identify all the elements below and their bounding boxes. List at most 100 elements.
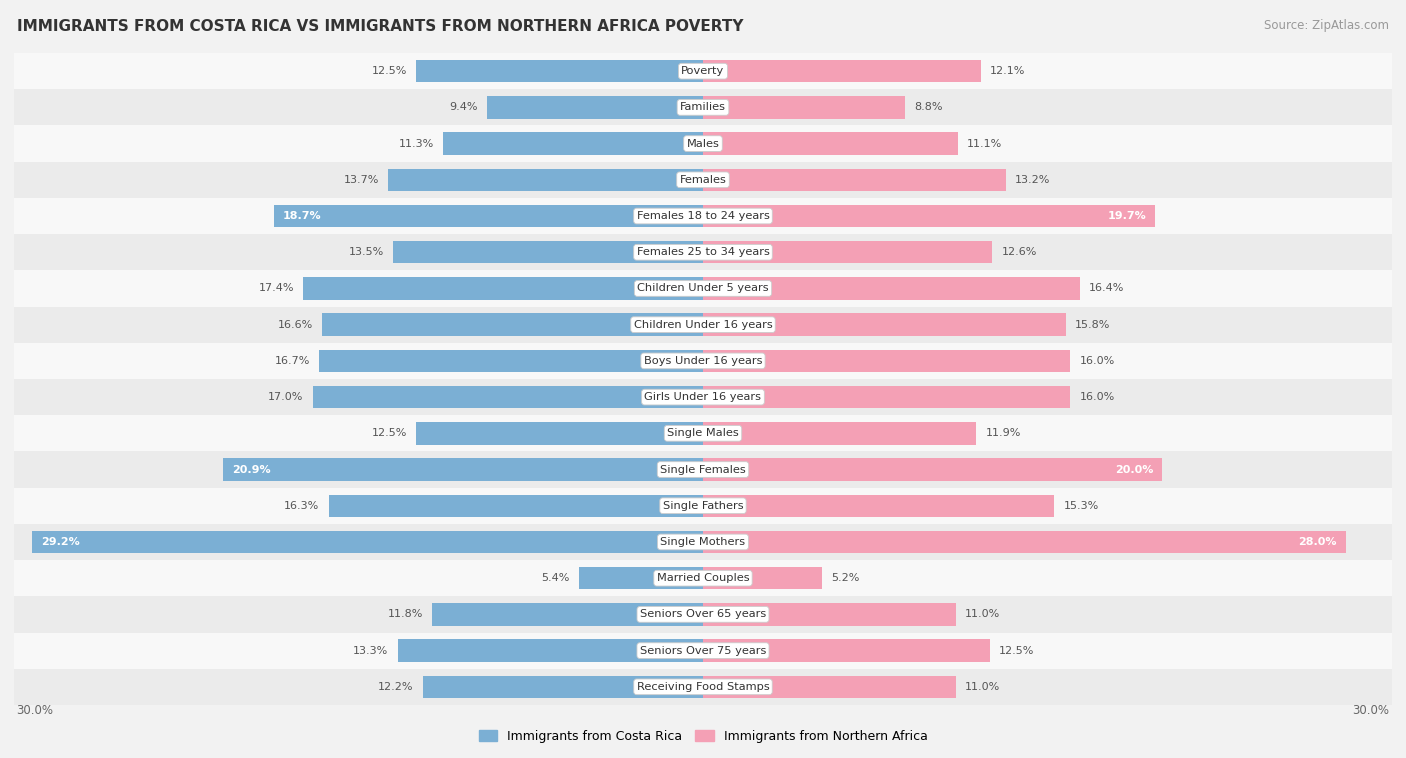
Text: 5.2%: 5.2% [831,573,860,583]
Text: Children Under 16 years: Children Under 16 years [634,320,772,330]
Bar [703,675,956,698]
Bar [319,349,703,372]
FancyBboxPatch shape [14,597,1392,632]
Bar [388,168,703,191]
Text: 16.7%: 16.7% [276,356,311,366]
FancyBboxPatch shape [14,632,1392,669]
Text: Seniors Over 65 years: Seniors Over 65 years [640,609,766,619]
Text: Females 25 to 34 years: Females 25 to 34 years [637,247,769,257]
Bar [322,314,703,336]
Text: 16.4%: 16.4% [1088,283,1125,293]
Text: Boys Under 16 years: Boys Under 16 years [644,356,762,366]
Bar [392,241,703,264]
Bar [703,603,956,625]
Text: Single Mothers: Single Mothers [661,537,745,547]
Bar [703,133,957,155]
Text: 15.8%: 15.8% [1076,320,1111,330]
Text: 12.6%: 12.6% [1001,247,1036,257]
Bar [312,386,703,409]
Bar [32,531,703,553]
Text: 13.5%: 13.5% [349,247,384,257]
Text: 16.6%: 16.6% [277,320,312,330]
Bar [703,422,976,444]
Text: 15.3%: 15.3% [1063,501,1099,511]
Text: 5.4%: 5.4% [541,573,569,583]
Text: 29.2%: 29.2% [42,537,80,547]
Text: 11.0%: 11.0% [965,682,1000,692]
FancyBboxPatch shape [14,669,1392,705]
Bar [224,459,703,481]
Text: Single Females: Single Females [661,465,745,475]
Text: Females: Females [679,175,727,185]
FancyBboxPatch shape [14,198,1392,234]
Bar [703,567,823,590]
Text: 11.1%: 11.1% [967,139,1002,149]
Text: 12.1%: 12.1% [990,66,1025,76]
Bar [432,603,703,625]
Text: Females 18 to 24 years: Females 18 to 24 years [637,211,769,221]
Text: Children Under 5 years: Children Under 5 years [637,283,769,293]
Text: 9.4%: 9.4% [450,102,478,112]
Text: 11.3%: 11.3% [399,139,434,149]
Text: 20.9%: 20.9% [232,465,271,475]
Bar [703,96,905,118]
Text: 8.8%: 8.8% [914,102,943,112]
Bar [443,133,703,155]
Bar [703,168,1007,191]
FancyBboxPatch shape [14,234,1392,271]
Bar [304,277,703,299]
Text: 16.0%: 16.0% [1080,392,1115,402]
Text: Poverty: Poverty [682,66,724,76]
FancyBboxPatch shape [14,306,1392,343]
Bar [703,459,1163,481]
Text: 12.5%: 12.5% [371,428,406,438]
Text: 13.3%: 13.3% [353,646,388,656]
Text: Seniors Over 75 years: Seniors Over 75 years [640,646,766,656]
Text: Males: Males [686,139,720,149]
Bar [486,96,703,118]
Text: 20.0%: 20.0% [1115,465,1153,475]
Text: 17.4%: 17.4% [259,283,294,293]
Bar [703,60,981,83]
Bar [416,60,703,83]
FancyBboxPatch shape [14,524,1392,560]
Text: 28.0%: 28.0% [1298,537,1337,547]
Bar [423,675,703,698]
Bar [703,205,1156,227]
Text: 19.7%: 19.7% [1108,211,1146,221]
Text: Single Males: Single Males [666,428,740,438]
Text: Married Couples: Married Couples [657,573,749,583]
Text: 13.2%: 13.2% [1015,175,1050,185]
Legend: Immigrants from Costa Rica, Immigrants from Northern Africa: Immigrants from Costa Rica, Immigrants f… [474,725,932,747]
FancyBboxPatch shape [14,452,1392,487]
Bar [703,531,1346,553]
Text: IMMIGRANTS FROM COSTA RICA VS IMMIGRANTS FROM NORTHERN AFRICA POVERTY: IMMIGRANTS FROM COSTA RICA VS IMMIGRANTS… [17,19,744,34]
FancyBboxPatch shape [14,161,1392,198]
FancyBboxPatch shape [14,487,1392,524]
Text: Girls Under 16 years: Girls Under 16 years [644,392,762,402]
Bar [416,422,703,444]
Bar [703,241,993,264]
Bar [703,386,1070,409]
Text: Single Fathers: Single Fathers [662,501,744,511]
Text: 11.8%: 11.8% [388,609,423,619]
Bar [703,314,1066,336]
FancyBboxPatch shape [14,560,1392,597]
Bar [703,640,990,662]
Bar [579,567,703,590]
Bar [703,494,1054,517]
Text: 13.7%: 13.7% [344,175,380,185]
Text: Source: ZipAtlas.com: Source: ZipAtlas.com [1264,19,1389,32]
Text: Receiving Food Stamps: Receiving Food Stamps [637,682,769,692]
FancyBboxPatch shape [14,379,1392,415]
Bar [329,494,703,517]
Bar [274,205,703,227]
Text: 12.5%: 12.5% [371,66,406,76]
Text: 12.5%: 12.5% [1000,646,1035,656]
FancyBboxPatch shape [14,415,1392,452]
Text: Families: Families [681,102,725,112]
Text: 30.0%: 30.0% [1353,704,1389,717]
Text: 16.3%: 16.3% [284,501,319,511]
Bar [398,640,703,662]
FancyBboxPatch shape [14,126,1392,161]
